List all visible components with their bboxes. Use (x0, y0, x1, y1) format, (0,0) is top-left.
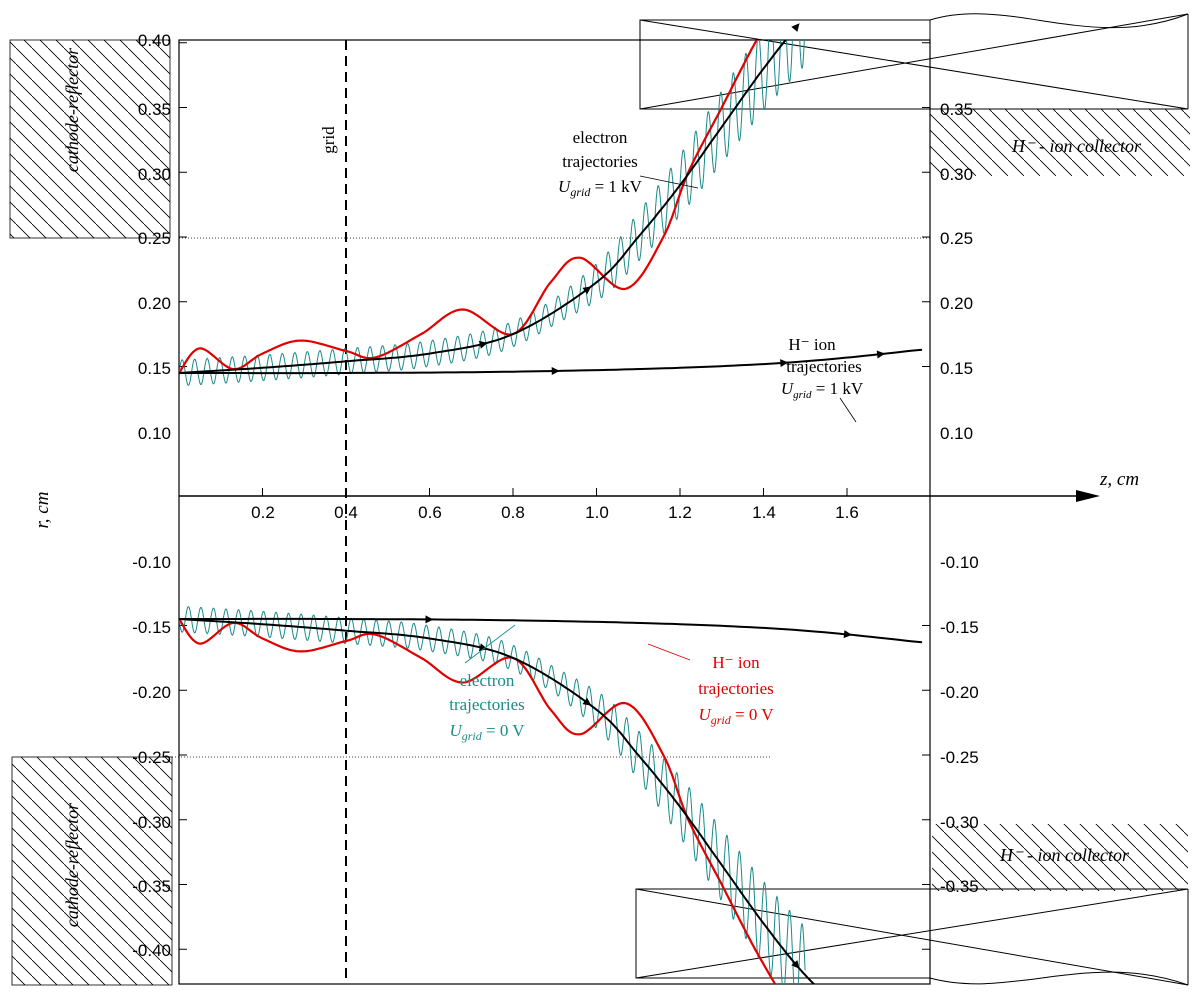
y-tick-label: -0.35 (940, 877, 979, 896)
x-tick-label: 1.4 (752, 503, 776, 522)
ion-trajectory-1kv-bottom (179, 617, 923, 644)
x-tick-label: 1.2 (668, 503, 692, 522)
z-axis-arrowhead (1076, 490, 1100, 502)
plot-frame (178, 39, 931, 985)
x-tick-label: 0.4 (334, 503, 358, 522)
direction-arrow (551, 367, 560, 376)
cathode-label-top: cathode-reflector (62, 47, 82, 172)
leader-electron-1kv (639, 175, 699, 189)
y-tick-label: -0.10 (132, 553, 171, 572)
collector-label-bottom: H⁻ - ion collector (999, 845, 1130, 865)
y-tick-label: -0.30 (132, 813, 171, 832)
svg-text:electron: electron (460, 671, 515, 690)
leader-electron-0v (464, 624, 516, 664)
svg-text:trajectories: trajectories (562, 152, 638, 171)
direction-arrow (582, 286, 592, 295)
x-axis-title: z, cm (1099, 469, 1139, 490)
x-tick-label: 0.2 (251, 503, 275, 522)
svg-text:Ugrid = 1 kV: Ugrid = 1 kV (558, 177, 643, 199)
y-tick-label: -0.20 (940, 683, 979, 702)
ion-trajectory-0v-top (179, 40, 758, 374)
y-tick-label: -0.40 (132, 941, 171, 960)
y-tick-label: -0.25 (132, 748, 171, 767)
svg-text:trajectories: trajectories (449, 695, 525, 714)
y-tick-label: 0.30 (940, 165, 973, 184)
leader-ion-1kv (839, 397, 857, 423)
y-axis-title: r, cm (32, 492, 53, 529)
annotation-electron-1kv: electron trajectories Ugrid = 1 kV (558, 128, 643, 199)
cathode-label-bottom: cathode-reflector (62, 802, 82, 927)
y-tick-label: 0.15 (940, 359, 973, 378)
y-tick-label: 0.35 (138, 100, 171, 119)
electron-trajectory-1kv-bottom (179, 618, 816, 984)
x-tick-label: 1.6 (835, 503, 859, 522)
y-tick-label: 0.40 (138, 31, 171, 50)
ion-trajectory-0v-bottom (179, 618, 777, 984)
svg-text:trajectories: trajectories (698, 679, 774, 698)
y-tick-label: 0.20 (940, 294, 973, 313)
x-tick-label: 0.6 (418, 503, 442, 522)
y-tick-label: 0.25 (138, 229, 171, 248)
annotation-ion-1kv: H⁻ ion trajectories Ugrid = 1 kV (781, 335, 864, 401)
y-tick-label: -0.30 (940, 813, 979, 832)
y-tick-label: 0.20 (138, 294, 171, 313)
x-tick-label: 1.0 (585, 503, 609, 522)
svg-text:Ugrid = 0 V: Ugrid = 0 V (698, 705, 774, 727)
ion-collector-top-region (930, 109, 1190, 176)
y-tick-label: -0.10 (940, 553, 979, 572)
direction-arrow (478, 643, 488, 652)
y-tick-label: -0.35 (132, 877, 171, 896)
y-tick-label: 0.10 (138, 424, 171, 443)
direction-arrow (843, 630, 853, 639)
electron-trajectory-0v-bottom (179, 606, 806, 984)
y-tick-label: -0.25 (940, 748, 979, 767)
electron-trajectory-1kv-top (179, 40, 787, 374)
x-tick-label: 0.8 (501, 503, 525, 522)
direction-arrow (876, 350, 886, 359)
collector-label-top: H⁻ - ion collector (1011, 136, 1142, 156)
direction-arrow (478, 340, 488, 349)
y-tick-label: 0.30 (138, 165, 171, 184)
svg-text:Ugrid = 1 kV: Ugrid = 1 kV (781, 379, 864, 401)
cathode-reflector-top-region (9, 39, 171, 239)
collector-shape-top (639, 13, 1189, 110)
direction-arrow (582, 697, 592, 706)
ion-trajectory-1kv-top (179, 348, 923, 375)
y-tick-label: 0.35 (940, 100, 973, 119)
leader-ion-0v (647, 643, 691, 661)
svg-text:H⁻ ion: H⁻ ion (712, 653, 760, 672)
y-tick-label: -0.15 (940, 618, 979, 637)
y-tick-labels-left: 0.40 0.35 0.30 0.25 0.20 0.15 0.10 -0.10… (132, 31, 171, 960)
y-tick-label: 0.25 (940, 229, 973, 248)
direction-arrow (780, 359, 789, 368)
grid-label: grid (319, 126, 338, 154)
annotation-electron-0v: electron trajectories Ugrid = 0 V (449, 671, 525, 743)
cathode-reflector-bottom-region (11, 756, 173, 986)
y-tick-labels-right: 0.35 0.30 0.25 0.20 0.15 0.10 -0.10 -0.1… (940, 100, 979, 896)
trajectory-curves (179, 23, 923, 984)
y-tick-label: 0.15 (138, 359, 171, 378)
direction-arrow (791, 23, 800, 32)
svg-text:H⁻ ion: H⁻ ion (788, 335, 836, 354)
y-tick-label: -0.20 (132, 683, 171, 702)
tick-marks (179, 42, 930, 950)
ion-collector-bottom-region (932, 824, 1188, 891)
svg-text:Ugrid = 0 V: Ugrid = 0 V (449, 721, 525, 743)
annotation-ion-0v: H⁻ ion trajectories Ugrid = 0 V (698, 653, 774, 727)
electron-trajectory-0v-top (179, 40, 805, 386)
y-tick-label: 0.10 (940, 424, 973, 443)
y-tick-label: -0.15 (132, 618, 171, 637)
svg-text:trajectories: trajectories (786, 357, 862, 376)
x-tick-labels: 0.2 0.4 0.6 0.8 1.0 1.2 1.4 1.6 (251, 503, 859, 522)
svg-text:electron: electron (573, 128, 628, 147)
collector-shape-bottom (635, 888, 1189, 986)
direction-arrow (791, 960, 800, 969)
direction-arrow (425, 615, 434, 624)
